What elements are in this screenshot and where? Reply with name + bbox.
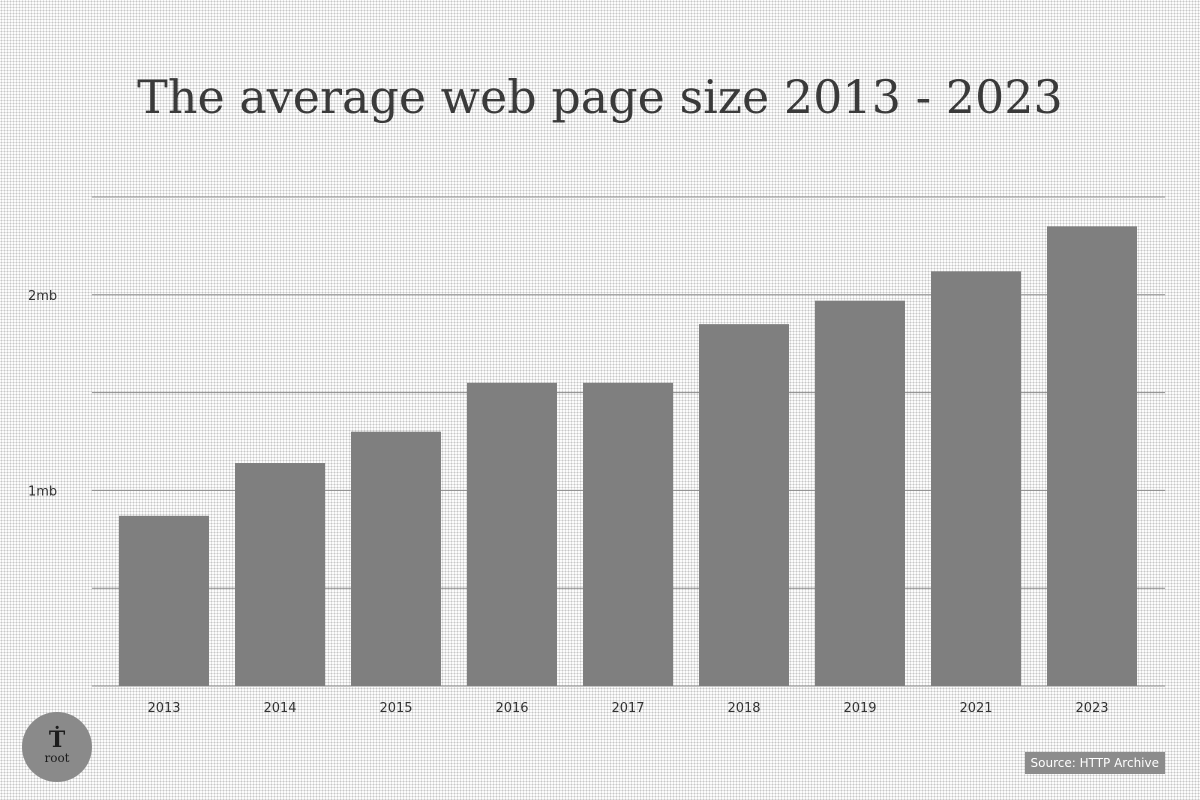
y-tick-label: 2mb (28, 289, 57, 304)
y-tick-label: 1mb (28, 484, 57, 499)
bar-2021 (931, 271, 1021, 686)
bar-2013 (119, 515, 209, 686)
x-tick-label: 2016 (495, 701, 528, 716)
bar-2018 (699, 324, 789, 686)
chart-title: The average web page size 2013 - 2023 (137, 70, 1063, 124)
x-tick-label: 2013 (147, 701, 180, 716)
logo-badge: Ṫ root (22, 712, 92, 782)
bar-2019 (815, 300, 905, 686)
x-tick-label: 2015 (379, 701, 412, 716)
x-tick-label: 2023 (1075, 701, 1108, 716)
x-tick-label: 2018 (727, 701, 760, 716)
x-tick-label: 2017 (611, 701, 644, 716)
bar-2015 (351, 431, 441, 686)
bar-2023 (1047, 226, 1137, 686)
x-tick-label: 2021 (959, 701, 992, 716)
logo-icon: Ṫ (48, 727, 66, 753)
x-tick-label: 2014 (263, 701, 296, 716)
bar-2014 (235, 463, 325, 686)
source-label: Source: HTTP Archive (1024, 752, 1165, 774)
bar-2016 (467, 382, 557, 686)
logo-text: root (44, 751, 70, 765)
bar-2017 (583, 382, 673, 686)
x-tick-label: 2019 (843, 701, 876, 716)
